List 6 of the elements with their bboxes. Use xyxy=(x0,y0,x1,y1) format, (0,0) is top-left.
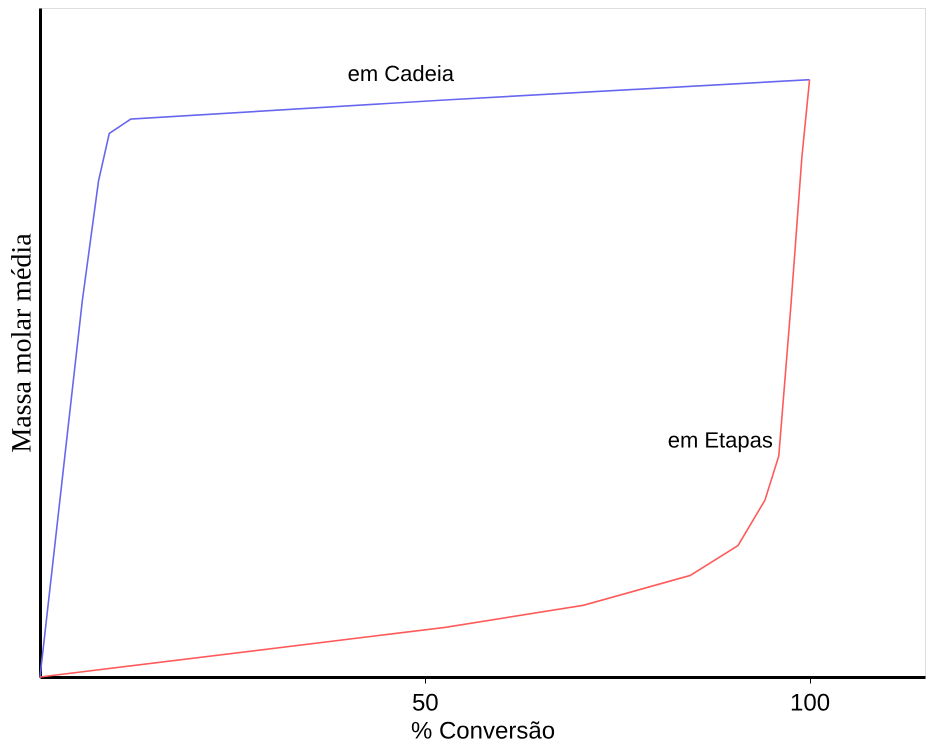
x-axis-title: % Conversão xyxy=(410,718,556,744)
x-tick-label: 100 xyxy=(790,690,830,716)
y-axis-title: Massa molar média xyxy=(6,232,38,453)
x-tick-label: 50 xyxy=(412,690,439,716)
series-label: em Cadeia xyxy=(348,61,455,86)
series-label: em Etapas xyxy=(668,427,773,452)
